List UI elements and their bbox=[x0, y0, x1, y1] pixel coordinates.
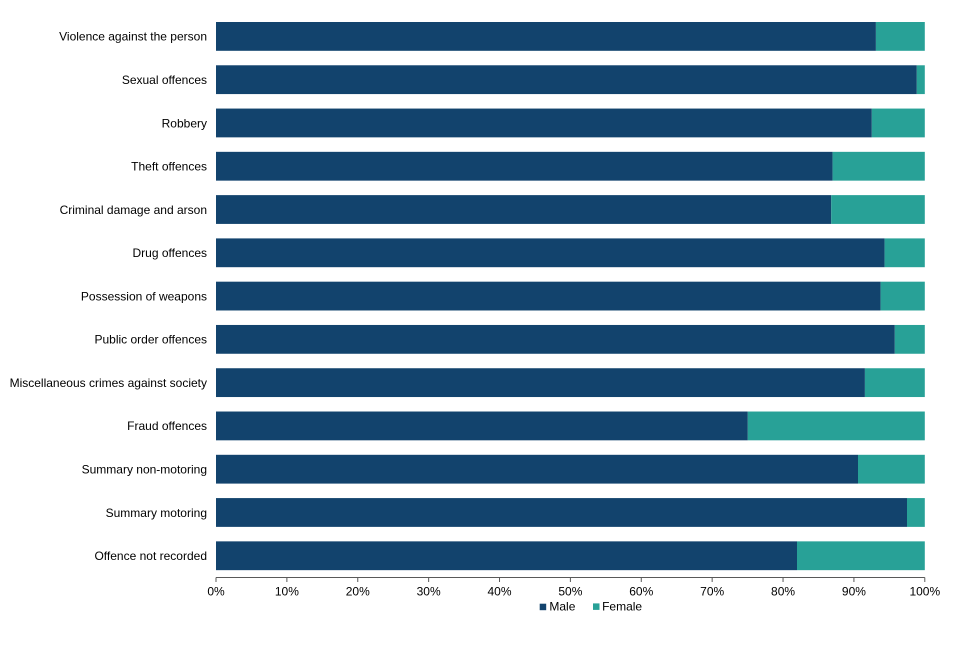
svg-text:60%: 60% bbox=[629, 585, 653, 599]
svg-text:Criminal damage and arson: Criminal damage and arson bbox=[60, 203, 207, 217]
svg-text:Male: Male bbox=[549, 600, 575, 614]
svg-text:Summary motoring: Summary motoring bbox=[106, 506, 207, 520]
svg-text:90%: 90% bbox=[842, 585, 866, 599]
svg-text:50%: 50% bbox=[558, 585, 582, 599]
svg-text:Fraud offences: Fraud offences bbox=[127, 419, 207, 433]
svg-text:40%: 40% bbox=[488, 585, 512, 599]
svg-text:Robbery: Robbery bbox=[162, 116, 207, 130]
svg-text:Sexual offences: Sexual offences bbox=[122, 73, 207, 87]
svg-text:Miscellaneous crimes against s: Miscellaneous crimes against society bbox=[10, 376, 207, 390]
svg-text:Theft offences: Theft offences bbox=[131, 160, 207, 174]
svg-text:Female: Female bbox=[602, 600, 642, 614]
svg-text:0%: 0% bbox=[207, 585, 225, 599]
svg-text:Public order offences: Public order offences bbox=[94, 333, 207, 347]
svg-text:20%: 20% bbox=[346, 585, 370, 599]
svg-text:10%: 10% bbox=[275, 585, 299, 599]
svg-text:Possession of weapons: Possession of weapons bbox=[81, 289, 207, 303]
svg-text:30%: 30% bbox=[417, 585, 441, 599]
svg-text:80%: 80% bbox=[771, 585, 795, 599]
svg-text:Offence not recorded: Offence not recorded bbox=[94, 549, 207, 563]
svg-text:Summary non-motoring: Summary non-motoring bbox=[82, 463, 207, 477]
svg-text:70%: 70% bbox=[700, 585, 724, 599]
svg-text:Violence against the person: Violence against the person bbox=[59, 30, 207, 44]
svg-text:100%: 100% bbox=[909, 585, 940, 599]
svg-text:Drug offences: Drug offences bbox=[133, 246, 208, 260]
